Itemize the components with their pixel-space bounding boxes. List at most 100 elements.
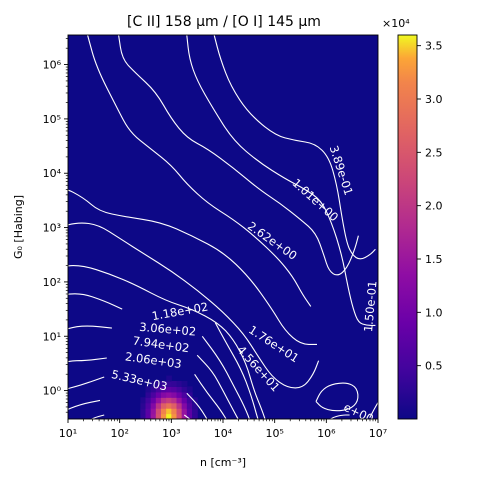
heatmap-cell [150,380,157,387]
heatmap-cell [171,408,178,415]
colorbar-frame [397,34,418,420]
y-tick-label: 10⁴ [43,167,62,180]
contour-line [186,35,376,326]
heatmap-cell [161,386,167,393]
y-axis-label: G₀ [Habing] [12,195,25,259]
heatmap-cell [140,402,147,409]
heatmap-cell [150,408,157,415]
heatmap-cell [155,402,162,409]
contour-line [68,189,317,345]
colorbar-tick-label: 3.5 [425,40,443,53]
y-tick-label: 10⁰ [43,385,62,398]
heatmap-cell [161,408,167,415]
heatmap-cell [176,408,183,415]
chart-title: [C II] 158 μm / [O I] 145 μm [127,14,321,30]
heatmap-cell [176,402,183,409]
heatmap-cell [166,391,172,398]
x-tick-label: 10² [110,427,128,440]
heatmap-cell [171,386,178,393]
x-axis-label: n [cm⁻³] [200,456,246,469]
colorbar-gradient [398,35,417,419]
heatmap-cell [181,380,188,387]
heatmap-cell [176,380,183,387]
heatmap-cell [150,391,157,398]
heatmap-cell [186,402,193,409]
x-axis: 10¹ 10² 10³ 10⁴ 10⁵ 10⁶ 10⁷ [59,419,387,440]
plot-area: 3.89e-011.01e+002.62e+001.50e-011.18e+02… [68,35,379,419]
colorbar-tick-label: 1.0 [425,306,443,319]
heatmap-cell [176,413,183,419]
contour-line [68,265,266,419]
heatmap-cell [166,397,172,404]
heatmap-cell [192,413,198,419]
contour-label: 1.50e-01 [361,280,379,332]
heatmap-cell [145,408,152,415]
heatmap-cell [171,413,178,419]
heatmap-cell [186,391,193,398]
heatmap-cell [145,402,152,409]
heatmap-cell [161,413,167,419]
contour-line [68,357,107,363]
heatmap-cell [161,402,167,409]
contour-line [68,376,105,390]
heatmap-cell [181,397,188,404]
contour-line [186,392,208,419]
heatmap-cell [145,391,152,398]
contour-line [201,335,250,419]
heatmap-cells [140,375,198,419]
contour-line [183,414,191,419]
heatmap-cell [166,375,172,382]
heatmap-cell [181,402,188,409]
colorbar-tick-label: 2.0 [425,200,443,213]
heatmap-cell [171,402,178,409]
heatmap-cell [181,386,188,393]
colorbar-tick-label: 2.5 [425,146,443,159]
heatmap-cell [192,397,198,404]
y-tick-label: 10¹ [43,330,61,343]
contour-line [213,35,376,260]
contour-line [369,402,378,419]
heatmap-cell [186,386,193,393]
heatmap-cell [155,391,162,398]
contour-line [214,322,259,419]
contour-line [315,382,359,412]
contour-line [196,354,239,419]
heatmap-cell [155,380,162,387]
heatmap-cell [181,408,188,415]
heatmap-cell [155,408,162,415]
y-tick-label: 10² [43,276,61,289]
y-tick-label: 10³ [43,222,61,235]
heatmap-cell [192,402,198,409]
contour-line [329,414,350,419]
y-tick-label: 10⁶ [43,59,62,72]
heatmap-cell [161,391,167,398]
heatmap-cell [145,413,152,419]
colorbar-tick-label: 3.0 [425,93,443,106]
contour-line [90,414,105,419]
heatmap-cell [155,413,162,419]
heatmap-cell [155,397,162,404]
x-tick-label: 10⁵ [265,427,283,440]
heatmap-cell [140,397,147,404]
heatmap-cell [145,386,152,393]
heatmap-cell [150,397,157,404]
heatmap-cell [192,408,198,415]
contour-line [68,399,101,410]
heatmap-cell [171,397,178,404]
colorbar-tick-label: 1.5 [425,253,443,266]
x-tick-label: 10³ [162,427,180,440]
heatmap-cell [161,380,167,387]
x-tick-label: 10⁷ [369,427,387,440]
heatmap-background [68,35,378,419]
heatmap-cell [150,413,157,419]
colorbar: 0.5 1.0 1.5 2.0 2.5 3.0 3.5 ×10⁴ [382,17,443,420]
heatmap-cell [166,408,172,415]
contour-line [87,35,312,307]
heatmap-cell [176,397,183,404]
x-tick-label: 10⁴ [214,427,233,440]
y-tick-label: 10⁵ [43,113,61,126]
heatmap-cell [176,391,183,398]
contour-label: 3.06e+02 [139,320,197,339]
heatmap-cell [140,413,147,419]
